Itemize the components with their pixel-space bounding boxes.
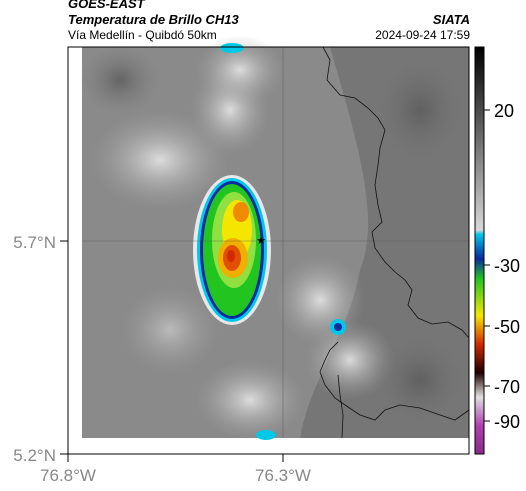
datetime-label: 2024-09-24 17:59 [375,28,470,42]
colorbar-label: -70 [494,377,520,397]
satellite-image: ★ [67,35,470,455]
cloud-dark-patch [370,50,470,170]
lon-label: 76.3°W [255,466,311,485]
cloud-patch [195,360,305,440]
lat-label: 5.2°N [13,446,56,465]
boundary-line [319,341,470,421]
colorbar-label: -30 [494,256,520,276]
boundary-line [322,46,470,339]
station-marker-icon: ★ [256,235,266,247]
agency-label: SIATA [432,12,470,27]
cloud-patch [90,110,230,210]
storm-cell [193,175,271,325]
region-subtitle: Vía Medellín - Quibdó 50km [68,28,217,42]
colorbar-label: 20 [494,101,514,121]
colorbar: 20 -30 -50 -70 -90 [474,46,520,455]
cloud-patch [195,35,285,105]
cloud-dark-patch [370,330,470,430]
lon-label: 76.8°W [40,466,96,485]
colorbar-scale [474,46,485,455]
lat-label: 5.7°N [13,233,56,252]
cloud-dark-patch [80,45,160,115]
small-cell-core [334,323,342,331]
colorbar-label: -50 [494,317,520,337]
cloud-patch [120,285,220,375]
map-frame [67,46,470,455]
small-cell-top [220,43,244,53]
colorbar-label: -90 [494,412,520,432]
satellite-label: GOES-EAST [68,0,145,11]
boundary-line [337,374,344,439]
product-title: Temperatura de Brillo CH13 [68,12,239,27]
small-cell-bottom [256,430,276,440]
